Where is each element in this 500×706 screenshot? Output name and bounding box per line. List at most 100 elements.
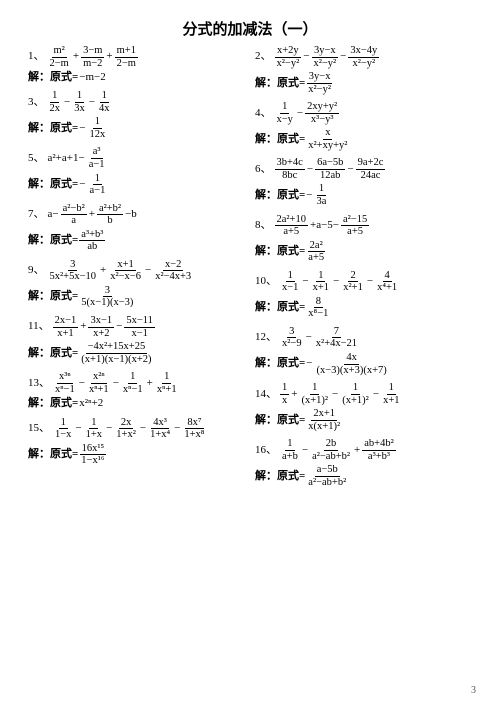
fraction: 2x+1x(x+1)²	[306, 408, 342, 432]
fraction: 13x	[72, 90, 87, 114]
right-column: 2、x+2yx²−y²−3y−xx²−y²−3x−4yx²−y²解：原式=3y−…	[255, 45, 472, 495]
answer: 解：原式=8x⁸−1	[255, 296, 472, 320]
problem: 8、2a²+10a+5+a−5−a²−15a+5	[255, 214, 472, 238]
answer: 解：原式=x²ⁿ+2	[28, 397, 245, 410]
page: 分式的加减法（一） 1、m²2−m+3−mm−2+m+12−m解：原式=−m−2…	[0, 0, 500, 495]
answer: 解：原式=3y−xx²−y²	[255, 71, 472, 95]
math-text: −	[332, 388, 338, 401]
math-text: −	[116, 320, 122, 333]
fraction: 35x²+5x−10	[48, 259, 99, 283]
math-text: −	[333, 275, 339, 288]
fraction: a²−15a+5	[341, 214, 369, 238]
fraction: 1a−1	[88, 173, 108, 197]
fraction: 3b+4c8bc	[275, 157, 305, 181]
math-text: −	[79, 178, 85, 191]
fraction: 1x+1	[311, 270, 331, 294]
problem-number: 5、	[28, 152, 45, 165]
fraction: 3x−1x+2	[88, 315, 114, 339]
problem: 9、35x²+5x−10+x+1x²−x−6−x−2x²−4x+3	[28, 259, 245, 283]
problem-number: 8、	[255, 219, 272, 232]
problem-number: 9、	[28, 264, 45, 277]
answer: 解：原式=−1a−1	[28, 173, 245, 197]
problem-number: 2、	[255, 50, 272, 63]
answer-label: 解：原式=	[28, 234, 78, 247]
fraction: a³a−1	[87, 146, 107, 170]
answer-label: 解：原式=	[255, 414, 305, 427]
fraction: 3x²−9	[280, 326, 304, 350]
answer-label: 解：原式=	[28, 122, 78, 135]
answer: 解：原式=−4x²+15x+25(x+1)(x−1)(x+2)	[28, 341, 245, 365]
answer: 解：原式=−m−2	[28, 71, 245, 84]
math-text: −	[302, 275, 308, 288]
math-text: a²+a+1−	[48, 152, 85, 165]
answer-label: 解：原式=	[255, 77, 305, 90]
problem-number: 3、	[28, 96, 45, 109]
fraction: 8x⁷1+x⁸	[182, 417, 206, 441]
math-text: −b	[125, 208, 137, 221]
math-text: −	[145, 264, 151, 277]
fraction: 2x1+x²	[114, 417, 138, 441]
problem-number: 4、	[255, 107, 272, 120]
math-text: +	[80, 320, 86, 333]
problem: 6、3b+4c8bc−6a−5b12ab−9a+2c24ac	[255, 157, 472, 181]
fraction: 13a	[315, 183, 329, 207]
fraction: 35(x−1)(x−3)	[79, 285, 135, 309]
fraction: m+12−m	[115, 45, 138, 69]
answer: 解：原式=a³+b³ab	[28, 229, 245, 253]
problem: 1、m²2−m+3−mm−2+m+12−m	[28, 45, 245, 69]
fraction: −4x²+15x+25(x+1)(x−1)(x+2)	[79, 341, 153, 365]
fraction: a³+b³ab	[79, 229, 105, 253]
math-text: +	[89, 208, 95, 221]
page-number: 3	[471, 685, 476, 696]
math-text: +	[73, 50, 79, 63]
math-text: −	[297, 107, 303, 120]
math-text: −	[79, 122, 85, 135]
math-text: −m−2	[79, 71, 105, 84]
fraction: x−2x²−4x+3	[153, 259, 193, 283]
math-text: +	[354, 444, 360, 457]
fraction: 2x−1x+1	[53, 315, 79, 339]
fraction: 1xⁿ+1	[155, 371, 179, 395]
answer-label: 解：原式=	[255, 470, 305, 483]
fraction: a−5ba²−ab+b²	[306, 464, 348, 488]
math-text: −	[373, 388, 379, 401]
answer-label: 解：原式=	[28, 178, 78, 191]
fraction: 112x	[88, 116, 108, 140]
answer-label: 解：原式=	[28, 347, 78, 360]
problem-number: 12、	[255, 331, 277, 344]
left-column: 1、m²2−m+3−mm−2+m+12−m解：原式=−m−23、12x−13x−…	[28, 45, 245, 495]
fraction: 8x⁸−1	[306, 296, 330, 320]
fraction: x²ⁿxⁿ+1	[87, 371, 111, 395]
math-text: −	[367, 275, 373, 288]
answer: 解：原式=16x¹⁵1−x¹⁶	[28, 443, 245, 467]
math-text: −	[64, 96, 70, 109]
math-text: +	[100, 264, 106, 277]
math-text: −	[306, 357, 312, 370]
fraction: 12x	[48, 90, 63, 114]
problem: 12、3x²−9−7x²+4x−21	[255, 326, 472, 350]
fraction: 2xy+y²x³−y³	[305, 101, 339, 125]
math-text: −	[302, 444, 308, 457]
fraction: 7x²+4x−21	[314, 326, 359, 350]
math-text: −	[79, 377, 85, 390]
math-text: −	[113, 377, 119, 390]
fraction: 4x⁴+1	[375, 270, 399, 294]
problem-number: 1、	[28, 50, 45, 63]
fraction: 14x	[97, 90, 112, 114]
math-text: −	[306, 331, 312, 344]
columns: 1、m²2−m+3−mm−2+m+12−m解：原式=−m−23、12x−13x−…	[28, 45, 472, 495]
fraction: 1a+b	[280, 438, 300, 462]
answer: 解：原式=xx²+xy+y²	[255, 127, 472, 151]
problem: 14、1x+1(x+1)²−1(x+1)²−1x+1	[255, 382, 472, 406]
problem: 11、2x−1x+1+3x−1x+2−5x−11x−1	[28, 315, 245, 339]
answer-label: 解：原式=	[255, 189, 305, 202]
problem-number: 13、	[28, 377, 50, 390]
answer: 解：原式=2x+1x(x+1)²	[255, 408, 472, 432]
math-text: −	[340, 50, 346, 63]
fraction: 2x²+1	[341, 270, 365, 294]
problem: 7、a−a²−b²a+a²+b²b−b	[28, 203, 245, 227]
answer: 解：原式=−4x(x−3)(x+3)(x+7)	[255, 352, 472, 376]
problem: 10、1x−1−1x+1−2x²+1−4x⁴+1	[255, 270, 472, 294]
fraction: 16x¹⁵1−x¹⁶	[79, 443, 106, 467]
fraction: 1x+1	[381, 382, 401, 406]
